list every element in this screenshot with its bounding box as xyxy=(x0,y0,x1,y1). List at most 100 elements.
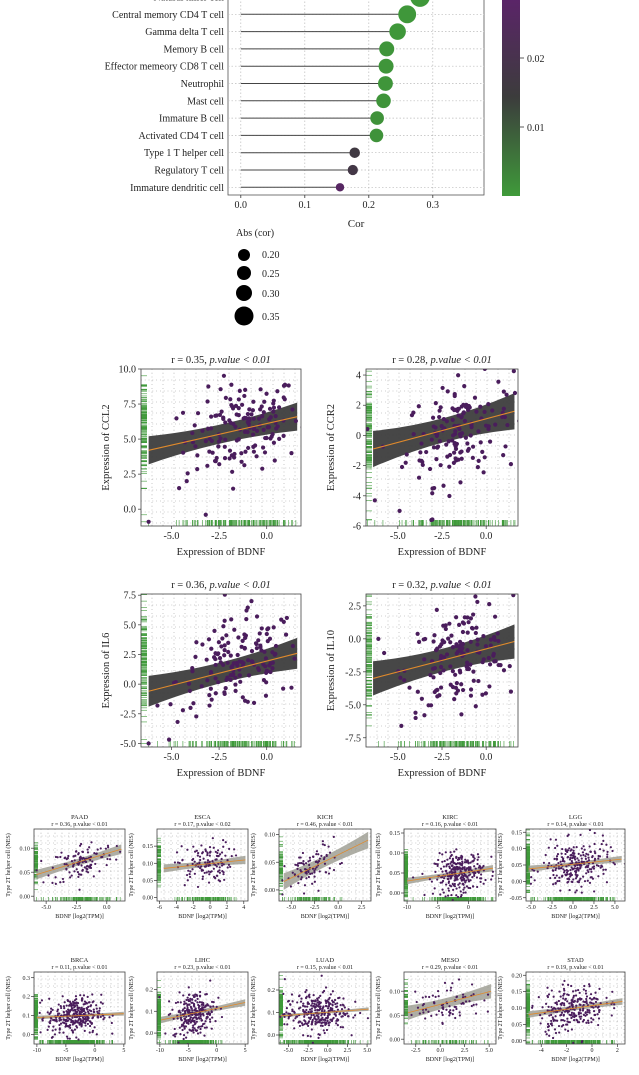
scatter-point xyxy=(469,868,472,871)
scatter-point xyxy=(586,869,589,872)
scatter-point xyxy=(597,854,600,858)
scatter-point xyxy=(209,438,214,443)
scatter-point xyxy=(239,459,244,464)
scatter-point xyxy=(217,862,220,865)
lollipop-x-tick-label: 0.1 xyxy=(299,200,312,211)
scatter-point xyxy=(511,594,516,598)
scatter-point xyxy=(560,867,563,870)
scatter-point xyxy=(444,851,447,854)
scatter-title-r: r = 0.28, xyxy=(392,355,430,366)
scatter-point xyxy=(474,867,477,870)
scatter-point xyxy=(564,848,567,851)
scatter-point xyxy=(216,870,220,873)
scatter-point xyxy=(222,863,225,866)
scatter-point xyxy=(200,428,205,433)
scatter-point xyxy=(83,866,86,869)
scatter-point xyxy=(210,870,213,873)
scatter-point xyxy=(466,859,469,862)
scatter-point xyxy=(441,668,446,673)
scatter-point xyxy=(203,871,206,875)
scatter-point xyxy=(433,887,436,890)
scatter-point xyxy=(88,866,91,869)
scatter-point xyxy=(555,858,559,861)
scatter-point xyxy=(207,449,212,454)
scatter-x-tick-label: 0.0 xyxy=(334,905,342,911)
scatter-point xyxy=(225,660,230,665)
scatter-point xyxy=(195,849,198,852)
size-legend-dot-0.30 xyxy=(236,285,252,301)
scatter-point xyxy=(482,864,485,868)
scatter-point xyxy=(195,467,200,472)
scatter-point xyxy=(450,417,455,423)
scatter-panel: -5.0 -2.5 0.0 -7.5 -5.0 -2.5 0.0 2.5 Expression … xyxy=(326,580,519,779)
scatter-point xyxy=(230,855,233,858)
scatter-point xyxy=(88,846,91,849)
lollipop-marks: Natural killer cell Central memory CD4 T … xyxy=(105,0,430,194)
scatter-point xyxy=(459,456,464,461)
scatter-point xyxy=(451,460,456,466)
scatter-point xyxy=(218,866,221,869)
scatter-point xyxy=(444,442,449,447)
scatter-point xyxy=(208,426,214,431)
scatter-point xyxy=(574,877,578,880)
scatter-point xyxy=(249,599,254,604)
scatter-point xyxy=(227,448,233,453)
scatter-point xyxy=(183,884,186,887)
scatter-point xyxy=(475,876,479,879)
scatter-y-tick-label: 0.05 xyxy=(265,860,276,866)
scatter-point xyxy=(95,852,98,855)
scatter-point xyxy=(200,865,203,868)
scatter-title-p: p.value < 0.01 xyxy=(429,355,491,366)
scatter-point xyxy=(447,880,451,883)
size-legend: Abs (cor) 0.20 0.25 0.30 0.35 xyxy=(234,228,280,326)
scatter-point xyxy=(209,697,214,702)
scatter-point xyxy=(416,475,422,480)
scatter-point xyxy=(580,847,583,850)
scatter-point xyxy=(590,876,593,879)
scatter-point xyxy=(226,640,231,645)
scatter-point xyxy=(76,871,80,874)
scatter-point xyxy=(104,847,107,850)
scatter-title: KICH xyxy=(317,814,333,821)
scatter-point xyxy=(463,861,467,864)
scatter-point xyxy=(440,385,445,391)
scatter-point xyxy=(551,869,554,872)
scatter-point xyxy=(327,872,331,875)
scatter-point xyxy=(587,859,591,862)
scatter-point xyxy=(90,841,93,844)
scatter-point xyxy=(427,466,433,472)
scatter-point xyxy=(245,411,250,417)
scatter-point xyxy=(508,689,514,694)
scatter-point xyxy=(193,850,197,853)
scatter-point xyxy=(606,850,609,853)
scatter-point xyxy=(479,877,482,880)
scatter-point xyxy=(441,879,445,883)
scatter-point xyxy=(461,402,466,407)
scatter-point xyxy=(85,870,88,873)
scatter-fit-line xyxy=(36,848,122,875)
scatter-point xyxy=(65,868,68,871)
scatter-point xyxy=(236,413,241,418)
scatter-point xyxy=(229,382,234,387)
scatter-point xyxy=(597,864,600,868)
scatter-x-tick-label: 0.0 xyxy=(260,752,273,763)
scatter-point xyxy=(464,858,467,861)
scatter-point xyxy=(207,864,210,867)
scatter-point xyxy=(580,891,583,894)
scatter-point xyxy=(446,877,449,881)
scatter-point xyxy=(245,605,250,610)
scatter-point xyxy=(558,876,561,879)
scatter-point xyxy=(482,409,487,414)
scatter-point xyxy=(35,869,38,872)
scatter-panels: -5.0 -2.5 0.0 0.0 2.5 5.0 7.5 10.0 Expression of… xyxy=(5,355,626,1063)
scatter-point xyxy=(593,890,596,893)
scatter-point xyxy=(419,458,424,464)
scatter-point xyxy=(460,864,464,867)
scatter-point xyxy=(474,625,479,630)
scatter-point xyxy=(432,689,437,695)
scatter-point xyxy=(198,855,202,858)
scatter-point xyxy=(166,737,172,742)
scatter-point xyxy=(572,878,575,881)
scatter-point xyxy=(530,875,533,879)
scatter-point xyxy=(222,839,225,842)
